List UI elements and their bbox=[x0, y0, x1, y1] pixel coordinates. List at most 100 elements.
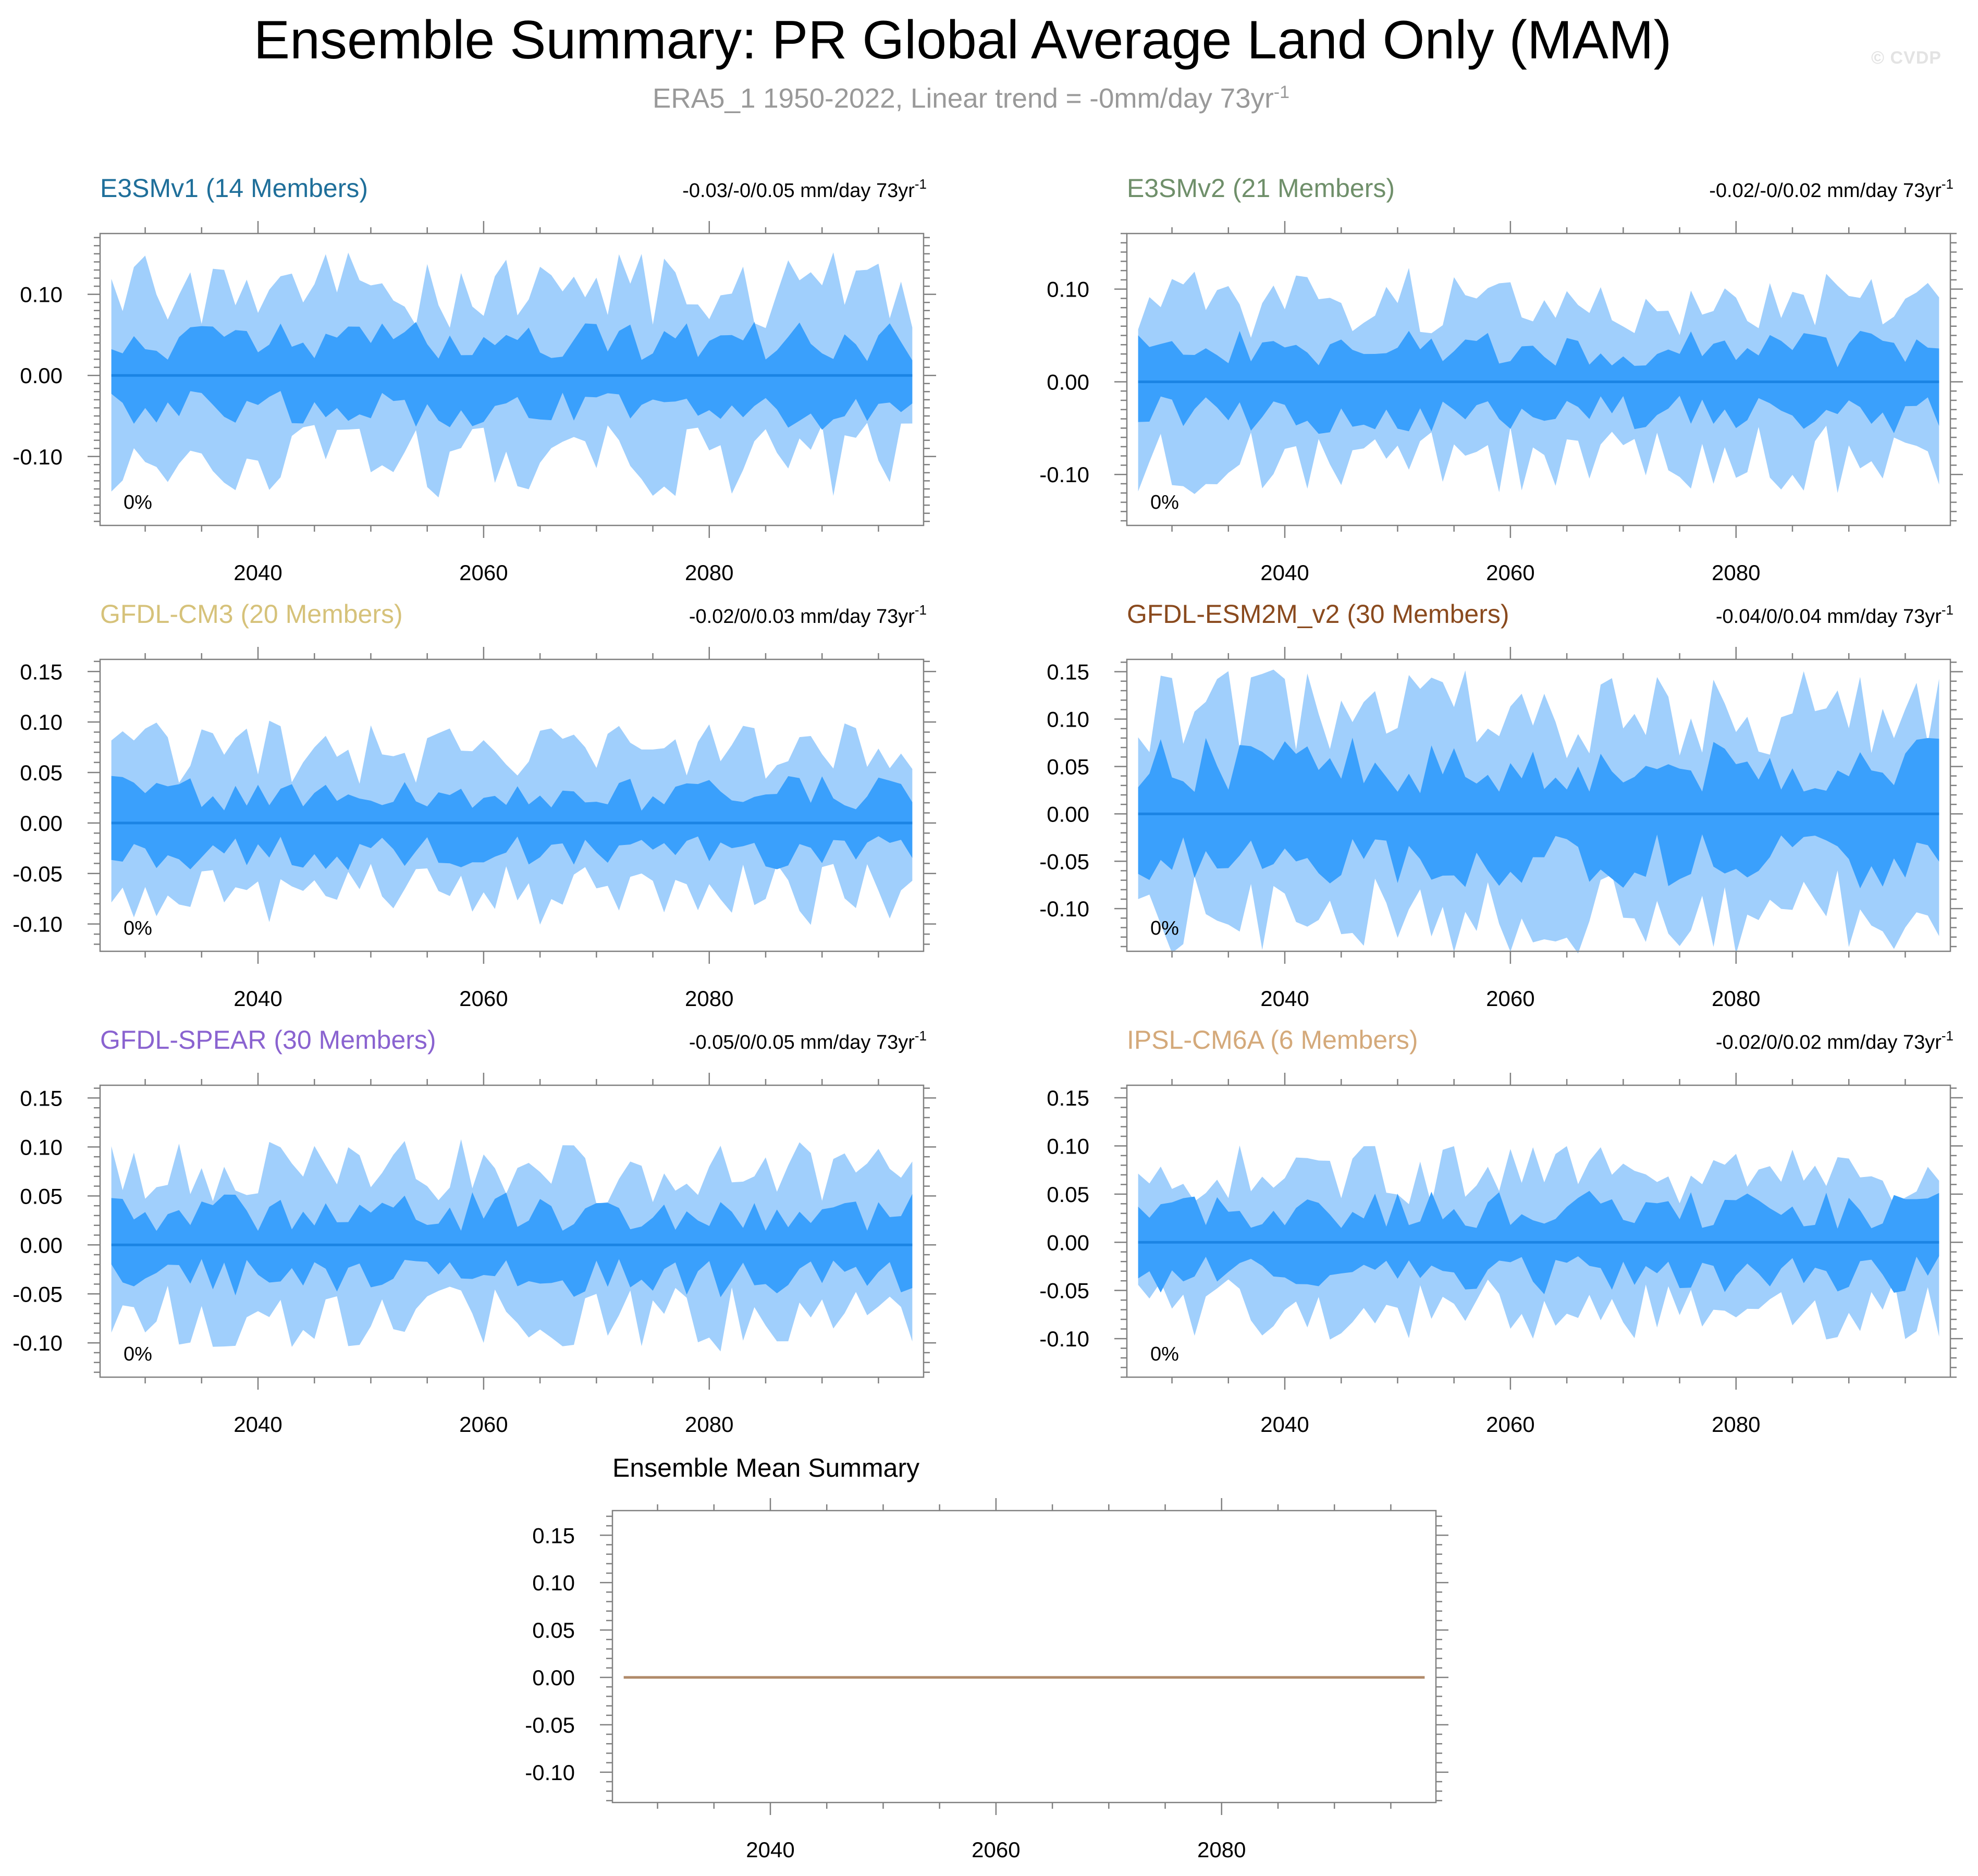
trend-text: -0.03/-0/0.05 mm/day 73yr bbox=[682, 180, 915, 202]
trend-label: -0.02/-0/0.02 mm/day 73yr-1 bbox=[1709, 176, 1954, 202]
x-tick-label: 2080 bbox=[1197, 1837, 1246, 1862]
y-tick-label: 0.00 bbox=[1047, 802, 1089, 826]
panel-title: IPSL-CM6A (6 Members) bbox=[1127, 1025, 1418, 1055]
trend-superscript: -1 bbox=[915, 176, 927, 192]
y-tick-label: 0.15 bbox=[1047, 1086, 1089, 1110]
y-tick-label: 0.15 bbox=[1047, 660, 1089, 684]
y-tick-label: -0.10 bbox=[13, 912, 63, 937]
plot-frame bbox=[99, 658, 925, 952]
x-tick-label: 2060 bbox=[459, 986, 508, 1011]
trend-text: -0.02/-0/0.02 mm/day 73yr bbox=[1709, 180, 1942, 202]
y-tick-label: -0.10 bbox=[13, 1331, 63, 1355]
trend-text: -0.05/0/0.05 mm/day 73yr bbox=[689, 1032, 915, 1053]
y-tick-label: -0.10 bbox=[1039, 897, 1089, 921]
panel-gfdl-esm2m-v2: GFDL-ESM2M_v2 (30 Members) -0.04/0/0.04 m… bbox=[1039, 599, 1963, 1011]
plot-frame bbox=[611, 1510, 1437, 1804]
x-tick-label: 2080 bbox=[685, 1412, 733, 1437]
subtitle-text: ERA5_1 1950-2022, Linear trend = -0mm/da… bbox=[653, 83, 1274, 114]
plot-frame bbox=[99, 232, 925, 526]
panel-gfdl-spear: GFDL-SPEAR (30 Members) -0.05/0/0.05 mm/d… bbox=[13, 1025, 936, 1437]
x-tick-label: 2040 bbox=[746, 1837, 794, 1862]
y-tick-label: 0.00 bbox=[532, 1665, 575, 1690]
y-tick-label: -0.05 bbox=[13, 1282, 63, 1306]
panel-title: E3SMv2 (21 Members) bbox=[1127, 174, 1395, 203]
subtitle-superscript: -1 bbox=[1273, 82, 1289, 102]
trend-label: -0.04/0/0.04 mm/day 73yr-1 bbox=[1716, 602, 1954, 628]
x-tick-label: 2080 bbox=[1712, 560, 1760, 585]
y-tick-label: 0.00 bbox=[20, 363, 63, 388]
trend-text: -0.02/0/0.02 mm/day 73yr bbox=[1716, 1032, 1942, 1053]
x-tick-label: 2060 bbox=[1486, 1412, 1534, 1437]
y-tick-label: 0.10 bbox=[20, 283, 63, 307]
x-tick-label: 2060 bbox=[459, 560, 508, 585]
panel-title: Ensemble Mean Summary bbox=[612, 1453, 919, 1482]
figure-subtitle: ERA5_1 1950-2022, Linear trend = -0mm/da… bbox=[0, 74, 1942, 117]
x-tick-label: 2080 bbox=[1712, 1412, 1760, 1437]
plot-frame bbox=[1126, 658, 1951, 952]
y-tick-label: 0.00 bbox=[20, 1233, 63, 1257]
x-tick-label: 2040 bbox=[1260, 986, 1309, 1011]
y-tick-label: 0.05 bbox=[20, 761, 63, 785]
y-tick-label: 0.00 bbox=[1047, 1230, 1089, 1255]
y-tick-label: 0.10 bbox=[1047, 277, 1089, 302]
trend-text: -0.04/0/0.04 mm/day 73yr bbox=[1716, 606, 1942, 628]
percent-label: 0% bbox=[124, 917, 152, 939]
y-tick-label: -0.10 bbox=[13, 445, 63, 469]
y-tick-label: 0.15 bbox=[20, 659, 63, 684]
percent-label: 0% bbox=[1150, 1343, 1179, 1365]
trend-superscript: -1 bbox=[915, 1028, 927, 1044]
y-tick-label: 0.10 bbox=[532, 1571, 575, 1595]
panel-e3smv1: E3SMv1 (14 Members) -0.03/-0/0.05 mm/day … bbox=[13, 174, 936, 585]
x-tick-label: 2080 bbox=[685, 560, 733, 585]
y-tick-label: 0.10 bbox=[1047, 707, 1089, 732]
panel-title: GFDL-CM3 (20 Members) bbox=[100, 599, 403, 629]
y-tick-label: 0.05 bbox=[20, 1184, 63, 1208]
y-tick-label: -0.05 bbox=[1039, 1279, 1089, 1303]
plot-frame bbox=[1126, 1084, 1951, 1378]
panel-e3smv2: E3SMv2 (21 Members) -0.02/-0/0.02 mm/day … bbox=[1039, 174, 1963, 585]
x-tick-label: 2040 bbox=[1260, 1412, 1309, 1437]
y-tick-label: -0.05 bbox=[13, 862, 63, 886]
y-tick-label: -0.10 bbox=[1039, 462, 1089, 487]
x-tick-label: 2080 bbox=[1712, 986, 1760, 1011]
y-tick-label: -0.05 bbox=[1039, 849, 1089, 874]
y-tick-label: 0.05 bbox=[1047, 1182, 1089, 1207]
panel-ipsl-cm6a: IPSL-CM6A (6 Members) -0.02/0/0.02 mm/day… bbox=[1039, 1025, 1963, 1437]
trend-label: -0.05/0/0.05 mm/day 73yr-1 bbox=[689, 1028, 927, 1053]
y-tick-label: 0.10 bbox=[20, 710, 63, 734]
y-tick-label: 0.00 bbox=[1047, 370, 1089, 394]
x-tick-label: 2060 bbox=[972, 1837, 1020, 1862]
x-tick-label: 2060 bbox=[1486, 560, 1534, 585]
trend-superscript: -1 bbox=[1942, 1028, 1954, 1044]
plot-frame bbox=[99, 1084, 925, 1378]
percent-label: 0% bbox=[1150, 917, 1179, 939]
plot-frame bbox=[1126, 232, 1951, 526]
y-tick-label: 0.10 bbox=[1047, 1134, 1089, 1158]
y-tick-label: 0.10 bbox=[20, 1135, 63, 1159]
trend-superscript: -1 bbox=[1942, 176, 1954, 192]
y-tick-label: 0.00 bbox=[20, 811, 63, 836]
panel-ensemble-mean: Ensemble Mean Summary 2040 2060 2080 -0.10 -0… bbox=[525, 1453, 1448, 1862]
cvdp-watermark: © CVDP bbox=[1871, 48, 1942, 68]
trend-label: -0.03/-0/0.05 mm/day 73yr-1 bbox=[682, 176, 927, 202]
y-tick-label: -0.10 bbox=[1039, 1327, 1089, 1351]
panel-gfdl-cm3: GFDL-CM3 (20 Members) -0.02/0/0.03 mm/day… bbox=[13, 599, 936, 1011]
trend-label: -0.02/0/0.02 mm/day 73yr-1 bbox=[1716, 1028, 1954, 1053]
x-tick-label: 2040 bbox=[234, 560, 282, 585]
trend-superscript: -1 bbox=[915, 602, 927, 618]
trend-superscript: -1 bbox=[1942, 602, 1954, 618]
x-tick-label: 2060 bbox=[459, 1412, 508, 1437]
x-tick-label: 2040 bbox=[1260, 560, 1309, 585]
y-tick-label: -0.05 bbox=[525, 1713, 575, 1737]
x-tick-label: 2040 bbox=[234, 1412, 282, 1437]
trend-label: -0.02/0/0.03 mm/day 73yr-1 bbox=[689, 602, 927, 628]
panel-title: GFDL-SPEAR (30 Members) bbox=[100, 1025, 436, 1055]
figure-title: Ensemble Summary: PR Global Average Land… bbox=[253, 10, 1672, 70]
y-tick-label: -0.10 bbox=[525, 1760, 575, 1785]
trend-text: -0.02/0/0.03 mm/day 73yr bbox=[689, 606, 915, 628]
x-tick-label: 2080 bbox=[685, 986, 733, 1011]
y-tick-label: 0.15 bbox=[20, 1086, 63, 1110]
percent-label: 0% bbox=[124, 492, 152, 513]
x-tick-label: 2040 bbox=[234, 986, 282, 1011]
panel-title: E3SMv1 (14 Members) bbox=[100, 174, 368, 203]
